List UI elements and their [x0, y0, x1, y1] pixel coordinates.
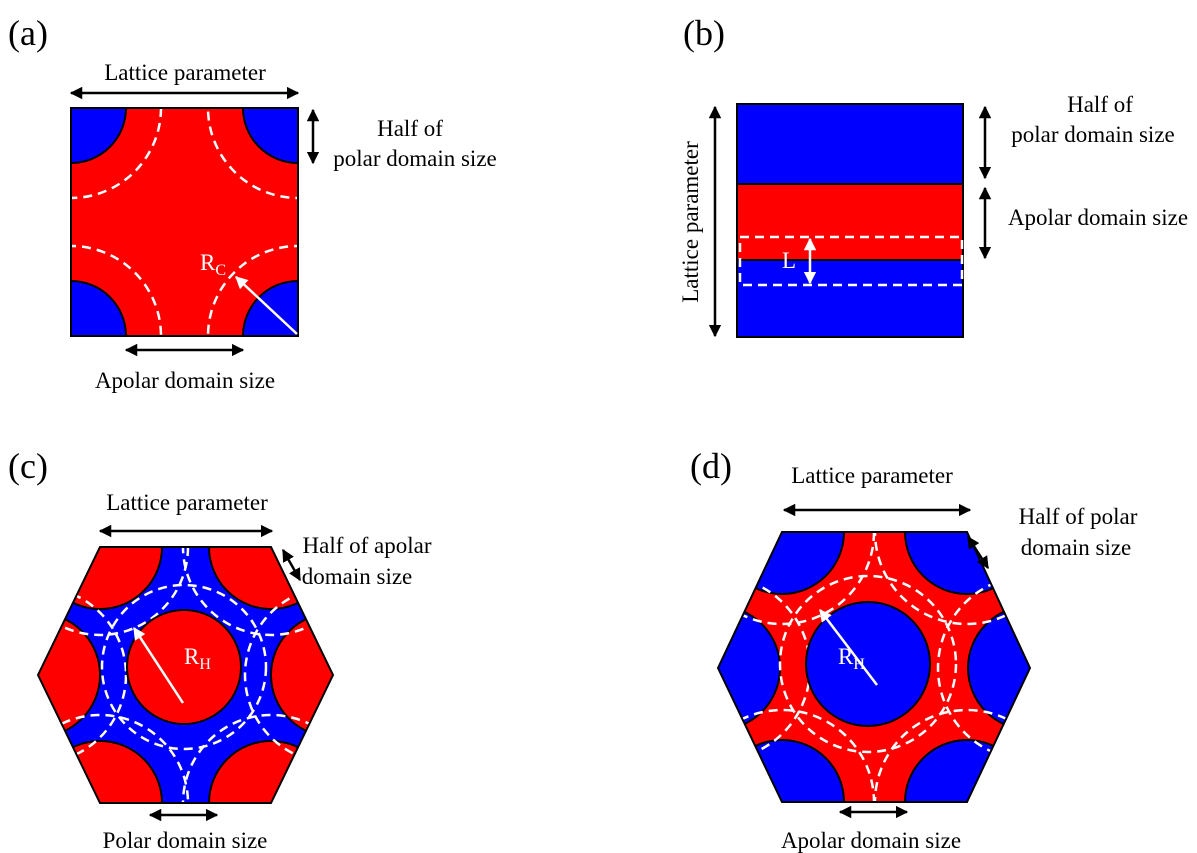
side-label: Apolar domain size [1008, 205, 1188, 230]
panel-d: (d) RH Lattice parameter Half of polar d… [690, 446, 1138, 853]
radius-label: RH [184, 644, 211, 673]
side-label: Half of apolar [303, 533, 432, 558]
polar-domains [71, 108, 298, 336]
panel-label: (d) [690, 446, 732, 486]
panel-a: (a) RC Lattice parameter Half of polar d… [8, 13, 497, 393]
bottom-label: Apolar domain size [95, 368, 275, 393]
panel-c: (c) RH Lattice parameter Half of apolar … [8, 446, 432, 853]
radius-label: RH [838, 644, 865, 673]
panel-label: (a) [8, 13, 48, 53]
dimension-arrow [966, 535, 990, 570]
polar-layer [736, 103, 964, 185]
left-label: Lattice parameter [678, 141, 703, 303]
radius-arrow [132, 626, 185, 704]
cell-border [70, 107, 299, 337]
radius-label: RC [200, 250, 226, 279]
central-domain [126, 609, 242, 725]
side-label: polar domain size [1011, 122, 1175, 147]
top-label: Lattice parameter [104, 60, 266, 85]
side-label: Half of polar [1019, 504, 1138, 529]
radius-arrow [819, 609, 878, 686]
side-label: domain size [1021, 535, 1132, 560]
central-domain [805, 601, 931, 727]
panel-b: (b) L Half of polar domain size Apolar d… [678, 13, 1188, 338]
panel-label: (c) [8, 446, 48, 486]
cell-border [36, 546, 335, 804]
side-label: polar domain size [333, 146, 497, 171]
top-label: Lattice parameter [791, 463, 953, 488]
bottom-label: Polar domain size [103, 828, 268, 853]
dimension-arrow [281, 548, 302, 582]
side-label: Half of [1067, 92, 1133, 117]
side-label: domain size [302, 564, 413, 589]
panel-label: (b) [683, 13, 725, 53]
interface-region [738, 235, 964, 287]
cell-border [716, 531, 1032, 803]
apolar-layer [736, 183, 964, 261]
side-label: Half of [377, 116, 443, 141]
polar-layer [736, 259, 964, 338]
radius-arrow [235, 276, 298, 335]
top-label: Lattice parameter [106, 490, 268, 515]
bottom-label: Apolar domain size [781, 828, 961, 853]
thickness-label: L [782, 248, 796, 273]
